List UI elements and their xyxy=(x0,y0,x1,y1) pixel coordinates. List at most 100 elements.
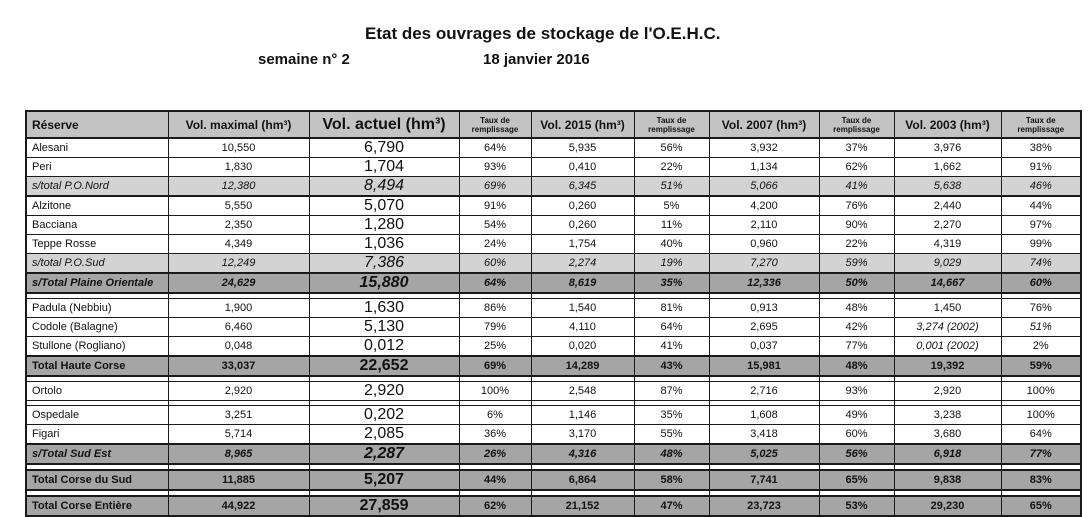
total-row: s/Total Plaine Orientale 24,629 15,880 64% 8… xyxy=(25,272,1082,294)
value-cell: 21,152 xyxy=(530,495,635,517)
value-cell: 1,036 xyxy=(308,234,460,254)
table-body: Alesani 10,550 6,790 64% 5,935 56% 3,932 37% 3,9… xyxy=(25,137,1082,517)
table-row: Stullone (Rogliano) 0,048 0,012 25% 0,020 41%… xyxy=(25,336,1082,357)
value-cell: 74% xyxy=(1000,253,1082,274)
value-cell: 51% xyxy=(1000,317,1082,337)
value-cell: 1,450 xyxy=(893,298,1002,318)
table-row: Alesani 10,550 6,790 64% 5,935 56% 3,932 37% 3,9… xyxy=(25,137,1082,158)
total-row: Total Haute Corse 33,037 22,652 69% 14,289 43… xyxy=(25,355,1082,377)
value-cell: 77% xyxy=(818,336,895,357)
value-cell: 24% xyxy=(458,234,532,254)
value-cell: 41% xyxy=(818,176,895,197)
reserve-name: Total Corse du Sud xyxy=(25,469,169,491)
value-cell: 5,638 xyxy=(893,176,1002,197)
value-cell: 6,460 xyxy=(167,317,310,337)
value-cell: 44% xyxy=(458,469,532,491)
value-cell: 2,440 xyxy=(893,195,1002,216)
reserve-name: Alzitone xyxy=(25,195,169,216)
value-cell: 4,200 xyxy=(708,195,820,216)
value-cell: 15,981 xyxy=(708,355,820,377)
col-header-taux-2015: Taux de remplissage xyxy=(633,110,710,139)
value-cell: 60% xyxy=(818,424,895,445)
value-cell: 87% xyxy=(633,381,710,401)
value-cell: 56% xyxy=(633,137,710,158)
table-row: Ospedale 3,251 0,202 6% 1,146 35% 1,608 49% 3,23… xyxy=(25,405,1082,425)
value-cell: 2,695 xyxy=(708,317,820,337)
subtotal-row: s/total P.O.Sud 12,249 7,386 60% 2,274 19% 7,2… xyxy=(25,253,1082,274)
reserve-name: Peri xyxy=(25,157,169,177)
value-cell: 1,608 xyxy=(708,405,820,425)
value-cell: 27,859 xyxy=(308,495,460,517)
value-cell: 91% xyxy=(1000,157,1082,177)
value-cell: 100% xyxy=(458,381,532,401)
value-cell: 2,920 xyxy=(308,381,460,401)
value-cell: 2,287 xyxy=(308,443,460,465)
value-cell: 3,976 xyxy=(893,137,1002,158)
value-cell: 65% xyxy=(818,469,895,491)
value-cell: 0,001 (2002) xyxy=(893,336,1002,357)
value-cell: 6,918 xyxy=(893,443,1002,465)
value-cell: 53% xyxy=(818,495,895,517)
value-cell: 0,260 xyxy=(530,195,635,216)
value-cell: 1,754 xyxy=(530,234,635,254)
reserve-name: Padula (Nebbiu) xyxy=(25,298,169,318)
value-cell: 23,723 xyxy=(708,495,820,517)
value-cell: 5,550 xyxy=(167,195,310,216)
value-cell: 12,249 xyxy=(167,253,310,274)
value-cell: 1,704 xyxy=(308,157,460,177)
value-cell: 100% xyxy=(1000,381,1082,401)
value-cell: 2,110 xyxy=(708,215,820,235)
value-cell: 69% xyxy=(458,176,532,197)
value-cell: 51% xyxy=(633,176,710,197)
reserve-name: s/Total Plaine Orientale xyxy=(25,272,169,294)
value-cell: 3,251 xyxy=(167,405,310,425)
value-cell: 86% xyxy=(458,298,532,318)
total-row: Total Corse du Sud 11,885 5,207 44% 6,864 58%… xyxy=(25,469,1082,491)
value-cell: 37% xyxy=(818,137,895,158)
value-cell: 1,540 xyxy=(530,298,635,318)
spacer-row xyxy=(25,463,1082,471)
value-cell: 8,965 xyxy=(167,443,310,465)
value-cell: 22,652 xyxy=(308,355,460,377)
table-row: Padula (Nebbiu) 1,900 1,630 86% 1,540 81% 0,91… xyxy=(25,298,1082,318)
value-cell: 3,238 xyxy=(893,405,1002,425)
reserve-name: s/Total Sud Est xyxy=(25,443,169,465)
value-cell: 44,922 xyxy=(167,495,310,517)
table-row: Peri 1,830 1,704 93% 0,410 22% 1,134 62% 1,662 91… xyxy=(25,157,1082,177)
value-cell: 19,392 xyxy=(893,355,1002,377)
value-cell: 35% xyxy=(633,272,710,294)
value-cell: 49% xyxy=(818,405,895,425)
value-cell: 99% xyxy=(1000,234,1082,254)
value-cell: 64% xyxy=(1000,424,1082,445)
reserve-name: Alesani xyxy=(25,137,169,158)
value-cell: 64% xyxy=(458,272,532,294)
value-cell: 64% xyxy=(633,317,710,337)
value-cell: 7,386 xyxy=(308,253,460,274)
value-cell: 3,680 xyxy=(893,424,1002,445)
value-cell: 0,913 xyxy=(708,298,820,318)
value-cell: 62% xyxy=(818,157,895,177)
value-cell: 7,741 xyxy=(708,469,820,491)
value-cell: 58% xyxy=(633,469,710,491)
spacer-row xyxy=(25,489,1082,497)
value-cell: 10,550 xyxy=(167,137,310,158)
value-cell: 9,838 xyxy=(893,469,1002,491)
col-header-vol-actuel: Vol. actuel (hm³) xyxy=(308,110,460,139)
value-cell: 8,494 xyxy=(308,176,460,197)
value-cell: 1,280 xyxy=(308,215,460,235)
value-cell: 25% xyxy=(458,336,532,357)
value-cell: 3,170 xyxy=(530,424,635,445)
value-cell: 2% xyxy=(1000,336,1082,357)
value-cell: 2,085 xyxy=(308,424,460,445)
value-cell: 97% xyxy=(1000,215,1082,235)
value-cell: 43% xyxy=(633,355,710,377)
value-cell: 29,230 xyxy=(893,495,1002,517)
value-cell: 2,270 xyxy=(893,215,1002,235)
value-cell: 5,066 xyxy=(708,176,820,197)
value-cell: 59% xyxy=(818,253,895,274)
value-cell: 36% xyxy=(458,424,532,445)
value-cell: 8,619 xyxy=(530,272,635,294)
value-cell: 4,349 xyxy=(167,234,310,254)
table-row: Alzitone 5,550 5,070 91% 0,260 5% 4,200 76% 2,44… xyxy=(25,195,1082,216)
value-cell: 2,548 xyxy=(530,381,635,401)
